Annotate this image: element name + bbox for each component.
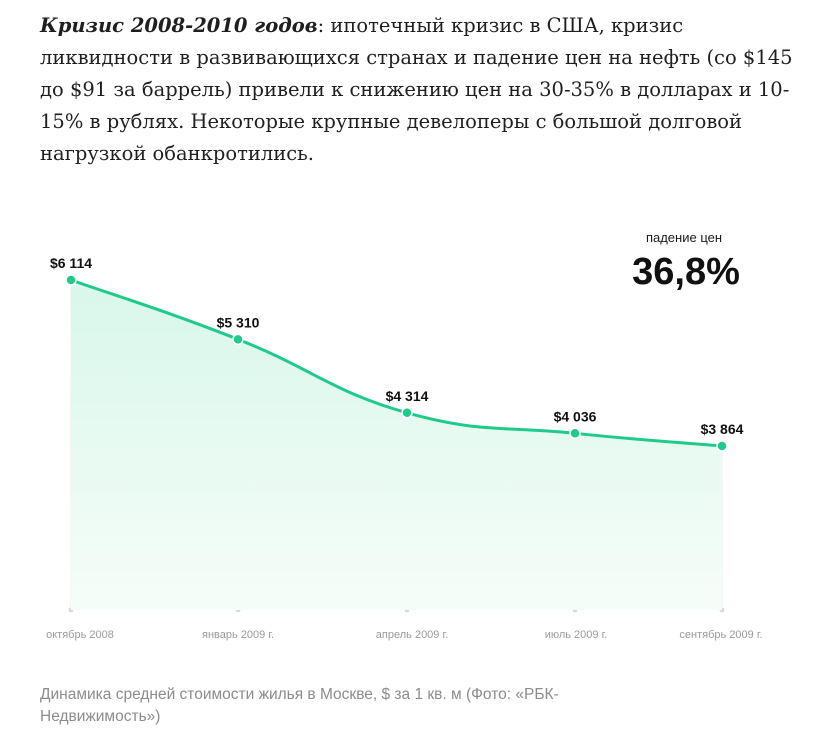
data-point — [232, 333, 244, 346]
paragraph-text: : ипотечный кризис в США, кризис ликвидн… — [40, 14, 793, 165]
x-tick-label: январь 2009 г. — [202, 629, 274, 641]
article-paragraph: Кризис 2008-2010 годов: ипотечный кризис… — [40, 10, 800, 170]
data-point — [716, 440, 728, 452]
x-tick-label: апрель 2009 г. — [376, 629, 448, 641]
annotation-label: падение цен — [646, 230, 722, 245]
image-caption: Динамика средней стоимости жилья в Москв… — [40, 686, 559, 725]
data-point — [65, 274, 77, 286]
data-label: $5 310 — [217, 314, 260, 330]
price-chart: $6 114 $5 310 $4 314 $4 036 $3 864 октябрь 2… — [0, 196, 832, 658]
data-labels: $6 114 $5 310 $4 314 $4 036 $3 864 — [50, 255, 744, 437]
x-tick-label: сентябрь 2009 г. — [679, 629, 762, 641]
data-label: $6 114 — [50, 255, 92, 271]
x-tick-labels: октябрь 2008 январь 2009 г. апрель 2009 г.… — [46, 629, 762, 641]
data-point — [401, 407, 413, 419]
data-point — [569, 427, 581, 440]
x-tick-label: октябрь 2008 — [46, 629, 114, 641]
data-points — [65, 274, 728, 452]
chart-area-fill — [71, 280, 722, 610]
paragraph-lead: Кризис 2008-2010 годов — [40, 14, 318, 37]
x-tick-label: июль 2009 г. — [545, 629, 608, 641]
data-label: $3 864 — [701, 421, 744, 437]
data-label: $4 036 — [554, 408, 597, 424]
chart-canvas: $6 114 $5 310 $4 314 $4 036 $3 864 октябрь 2… — [46, 230, 762, 641]
data-label: $4 314 — [386, 388, 429, 404]
annotation-value: 36,8% — [632, 251, 740, 293]
